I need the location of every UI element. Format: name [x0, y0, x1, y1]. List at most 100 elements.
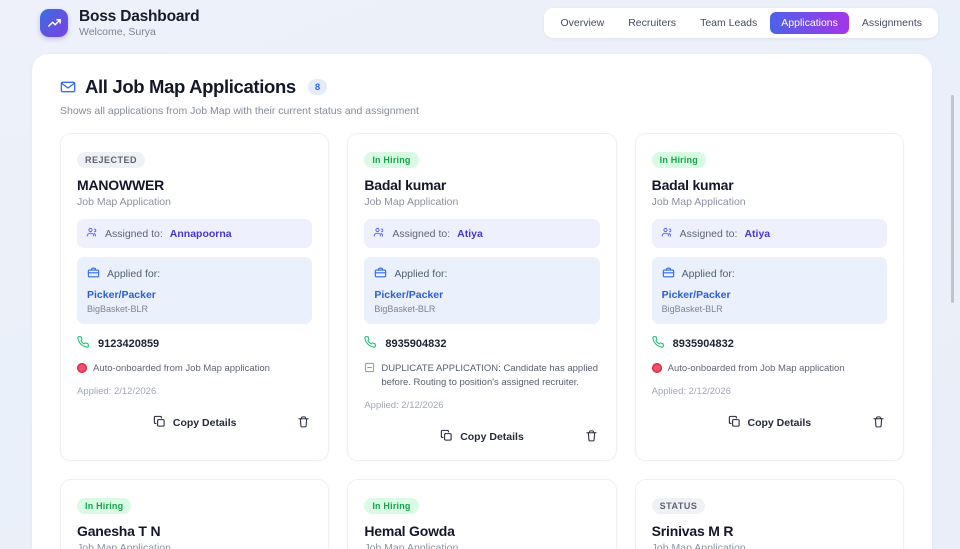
- status-badge: REJECTED: [77, 152, 146, 168]
- candidate-name: Ganesha T N: [77, 522, 161, 539]
- copy-details-button[interactable]: Copy Details: [728, 415, 812, 431]
- briefcase-icon: [374, 266, 387, 282]
- assigned-to-label: Assigned to:: [392, 227, 451, 240]
- application-card: In Hiring Badal kumar Job Map Application A…: [634, 133, 904, 461]
- assigned-to-label: Assigned to:: [679, 227, 738, 240]
- candidate-name: Badal kumar: [364, 177, 447, 193]
- assignee-name: Atiya: [744, 227, 771, 240]
- application-card: In Hiring Badal kumar Job Map Application A…: [347, 133, 617, 461]
- nav-tab-assignments[interactable]: Assignments: [861, 17, 922, 29]
- job-org: BigBasket-BLR: [374, 304, 436, 314]
- applied-for-box: Applied for: Picker/Packer BigBasket-BLR: [364, 257, 600, 324]
- copy-details-label: Copy Details: [460, 430, 524, 443]
- candidate-name: Srinivas M R: [651, 522, 734, 539]
- application-source: Job Map Application: [651, 541, 746, 549]
- applied-date: Applied: 2/12/2026: [651, 385, 731, 397]
- copy-details-label: Copy Details: [172, 416, 237, 429]
- note-text: DUPLICATE APPLICATION: Candidate has app…: [381, 363, 598, 388]
- applications-grid: REJECTED MANOWWER Job Map Application Assig…: [60, 133, 904, 549]
- delete-button[interactable]: [297, 415, 310, 428]
- copy-icon: [728, 415, 741, 431]
- nav-tab-overview[interactable]: Overview: [560, 17, 605, 29]
- briefcase-icon: [662, 266, 675, 282]
- note-text: Auto-onboarded from Job Map application: [93, 363, 270, 374]
- nav-tab-recruiters[interactable]: Recruiters: [628, 17, 677, 29]
- people-icon: [86, 226, 98, 241]
- job-role: Picker/Packer: [87, 289, 156, 301]
- assignee-name: Annapoorna: [169, 227, 232, 240]
- application-source: Job Map Application: [651, 196, 746, 208]
- app-title: Boss Dashboard: [79, 7, 200, 25]
- briefcase-icon: [87, 266, 100, 282]
- assigned-to-row: Assigned to: Atiya: [364, 219, 600, 248]
- main-nav: Overview Recruiters Team Leads Applications…: [544, 8, 938, 38]
- delete-button[interactable]: [585, 429, 598, 442]
- job-role: Picker/Packer: [374, 289, 444, 301]
- auto-onboard-icon: [651, 363, 662, 373]
- phone-row: 8935904832: [364, 336, 599, 352]
- assigned-to-label: Assigned to:: [105, 227, 163, 240]
- people-icon: [373, 226, 385, 241]
- card-actions: Copy Details: [364, 424, 599, 448]
- panel-subtitle: Shows all applications from Job Map with…: [60, 105, 419, 117]
- app-logo: [40, 9, 68, 37]
- application-source: Job Map Application: [77, 541, 171, 549]
- auto-onboard-icon: [77, 363, 87, 373]
- phone-icon: [77, 336, 90, 352]
- delete-button[interactable]: [872, 415, 885, 428]
- application-source: Job Map Application: [77, 196, 171, 208]
- applied-for-label: Applied for:: [394, 268, 448, 280]
- phone-icon: [364, 336, 377, 352]
- phone-icon: [651, 336, 665, 352]
- welcome-text: Welcome, Surya: [79, 25, 156, 38]
- people-icon: [661, 226, 673, 241]
- nav-tab-team-leads[interactable]: Team Leads: [700, 17, 758, 29]
- copy-icon: [440, 429, 453, 445]
- job-org: BigBasket-BLR: [87, 304, 149, 314]
- nav-tab-applications[interactable]: Applications: [770, 12, 849, 34]
- mail-icon: [60, 79, 76, 95]
- applications-count-badge: 8: [307, 79, 328, 95]
- duplicate-icon: [364, 362, 375, 378]
- copy-icon: [153, 415, 166, 431]
- applied-date: Applied: 2/12/2026: [77, 385, 157, 397]
- copy-details-button[interactable]: Copy Details: [440, 429, 524, 445]
- assignee-name: Atiya: [457, 227, 483, 240]
- assigned-to-row: Assigned to: Annapoorna: [77, 219, 313, 248]
- card-actions: Copy Details: [652, 410, 887, 434]
- application-card: REJECTED MANOWWER Job Map Application Assig…: [60, 133, 330, 461]
- job-org: BigBasket-BLR: [661, 304, 723, 314]
- applied-for-label: Applied for:: [681, 268, 735, 280]
- phone-row: 9123420859: [77, 336, 312, 352]
- copy-details-button[interactable]: Copy Details: [153, 415, 237, 431]
- copy-details-label: Copy Details: [747, 416, 812, 429]
- phone-number: 8935904832: [672, 338, 734, 350]
- application-note: Auto-onboarded from Job Map application: [651, 362, 887, 376]
- job-role: Picker/Packer: [661, 289, 731, 301]
- phone-number: 9123420859: [98, 338, 160, 350]
- application-source: Job Map Application: [364, 541, 459, 549]
- status-badge: STATUS: [651, 497, 706, 514]
- application-note: DUPLICATE APPLICATION: Candidate has app…: [364, 362, 599, 390]
- trending-up-icon: [47, 16, 62, 31]
- status-badge: In Hiring: [364, 497, 419, 514]
- status-badge: In Hiring: [651, 152, 706, 168]
- assigned-to-row: Assigned to: Atiya: [651, 219, 887, 248]
- applied-for-box: Applied for: Picker/Packer BigBasket-BLR: [651, 257, 887, 324]
- phone-number: 8935904832: [385, 338, 447, 350]
- phone-row: 8935904832: [651, 336, 887, 352]
- brand: Boss Dashboard Welcome, Surya: [40, 7, 200, 39]
- applications-panel: All Job Map Applications 8 Shows all app…: [32, 54, 932, 549]
- page-scrollbar[interactable]: [951, 95, 954, 303]
- application-source: Job Map Application: [364, 196, 459, 208]
- top-bar: Boss Dashboard Welcome, Surya Overview Re…: [0, 0, 960, 46]
- candidate-name: MANOWWER: [77, 177, 165, 193]
- candidate-name: Hemal Gowda: [364, 522, 455, 539]
- status-badge: In Hiring: [77, 497, 132, 514]
- applied-for-label: Applied for:: [107, 268, 161, 280]
- applied-for-box: Applied for: Picker/Packer BigBasket-BLR: [77, 257, 313, 324]
- page-title: All Job Map Applications: [85, 76, 296, 97]
